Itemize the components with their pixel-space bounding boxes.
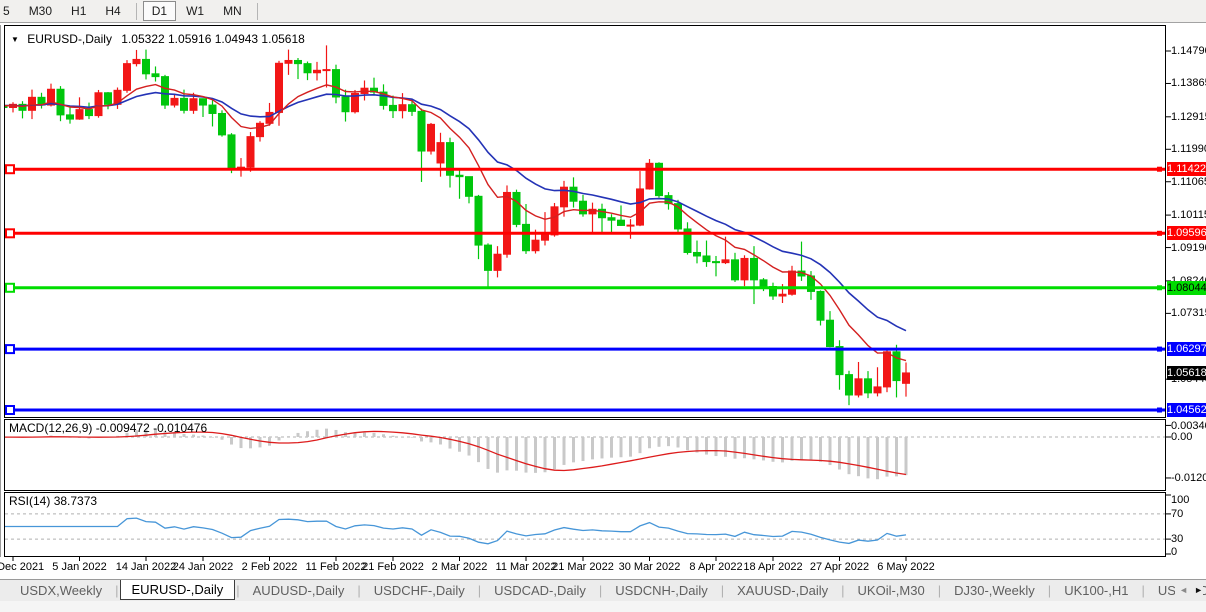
tab-separator: | bbox=[937, 583, 942, 598]
price-level-badge: 1.06297 bbox=[1167, 342, 1206, 357]
price-tick-label: 1.11065 bbox=[1171, 175, 1206, 188]
date-tick-label: 21 Mar 2022 bbox=[552, 561, 614, 573]
date-tick-label: 18 Apr 2022 bbox=[743, 561, 803, 573]
toolbar-separator bbox=[256, 2, 258, 20]
chart-title: ▼ EURUSD-,Daily 1.05322 1.05916 1.04943 … bbox=[11, 32, 305, 46]
date-tick-label: 8 Apr 2022 bbox=[689, 561, 743, 573]
price-chart-panel[interactable] bbox=[5, 26, 1165, 416]
date-tick-label: 14 Jan 2022 bbox=[115, 561, 177, 573]
tab-eurusd-daily[interactable]: EURUSD-,Daily bbox=[119, 580, 236, 600]
date-tick-label: 11 Feb 2022 bbox=[305, 561, 367, 573]
tab-usdcnh-daily[interactable]: USDCNH-,Daily bbox=[615, 583, 708, 598]
rsi-indicator-label: RSI(14) 38.7373 bbox=[9, 494, 98, 508]
tab-audusd-daily[interactable]: AUDUSD-,Daily bbox=[252, 583, 345, 598]
current-price-badge: 1.05618 bbox=[1167, 365, 1206, 380]
tab-scroll-right-icon[interactable]: ► bbox=[1194, 585, 1203, 595]
chart-dropdown-icon[interactable]: ▼ bbox=[11, 35, 19, 44]
timeframe-button-W1[interactable]: W1 bbox=[177, 1, 213, 21]
price-level-badge: 1.09596 bbox=[1167, 226, 1206, 241]
tab-separator: | bbox=[115, 583, 119, 598]
tab-scroll-arrows: ◄ ► bbox=[1175, 582, 1203, 598]
date-tick-label: 30 Mar 2022 bbox=[618, 561, 681, 573]
price-tick-label: 1.10115 bbox=[1171, 209, 1206, 222]
tab-separator: | bbox=[1141, 583, 1145, 598]
tab-ukoil-m30[interactable]: UKOil-,M30 bbox=[857, 583, 925, 598]
hline-handle-1.04562[interactable] bbox=[5, 405, 15, 415]
timeframe-button-D1[interactable]: D1 bbox=[142, 1, 177, 21]
tab-separator: | bbox=[357, 583, 361, 598]
date-tick-label: 6 May 2022 bbox=[877, 561, 935, 573]
status-strip bbox=[0, 601, 1206, 612]
date-tick-label: 5 Jan 2022 bbox=[52, 561, 107, 573]
macd-indicator-label: MACD(12,26,9) -0.009472 -0.010476 bbox=[9, 421, 208, 435]
rsi-tick-label: 30 bbox=[1171, 533, 1184, 546]
tab-usdx-weekly[interactable]: USDX,Weekly bbox=[20, 583, 103, 598]
price-tick-label: 1.14790 bbox=[1171, 44, 1206, 57]
timeframe-button-5[interactable]: 5 bbox=[0, 1, 19, 21]
timeframe-button-MN[interactable]: MN bbox=[214, 1, 251, 21]
macd-tick-label: -0.01205 bbox=[1171, 471, 1206, 484]
date-tick-label: 2 Mar 2022 bbox=[431, 561, 488, 573]
chart-symbol-period: EURUSD-,Daily bbox=[27, 32, 112, 46]
toolbar-separator bbox=[135, 2, 137, 20]
price-tick-label: 1.07315 bbox=[1171, 307, 1206, 320]
price-tick-label: 1.12915 bbox=[1171, 110, 1206, 123]
date-tick-label: 11 Mar 2022 bbox=[495, 561, 557, 573]
macd-tick-label: 0.00 bbox=[1171, 431, 1193, 443]
tab-dj30-weekly[interactable]: DJ30-,Weekly bbox=[954, 583, 1035, 598]
timeframe-button-H1[interactable]: H1 bbox=[62, 1, 95, 21]
tab-separator: | bbox=[720, 583, 725, 598]
price-level-badge: 1.08044 bbox=[1167, 280, 1206, 295]
timeframe-toolbar: 5 M30 H1 H4 D1 W1 MN bbox=[0, 0, 1206, 23]
macd-panel-layer bbox=[5, 428, 1165, 480]
date-tick-label: 2 Feb 2022 bbox=[241, 561, 298, 573]
tab-separator: | bbox=[841, 583, 845, 598]
timeframe-button-M30[interactable]: M30 bbox=[20, 1, 61, 21]
hline-handle-1.09596[interactable] bbox=[5, 228, 15, 239]
chart-ohlc-values: 1.05322 1.05916 1.04943 1.05618 bbox=[121, 32, 305, 46]
tab-separator: | bbox=[598, 583, 603, 598]
hline-handle-1.06297[interactable] bbox=[5, 344, 15, 355]
tab-usdchf-daily[interactable]: USDCHF-,Daily bbox=[373, 583, 465, 598]
rsi-tick-label: 0 bbox=[1171, 546, 1178, 558]
tab-separator: | bbox=[477, 583, 482, 598]
price-level-badge: 1.11422 bbox=[1167, 162, 1206, 177]
date-tick-label: 27 Dec 2021 bbox=[0, 561, 45, 573]
tab-usdcad-daily[interactable]: USDCAD-,Daily bbox=[494, 583, 586, 598]
hline-handle-1.08044[interactable] bbox=[5, 282, 15, 293]
date-tick-label: 21 Feb 2022 bbox=[362, 561, 424, 573]
rsi-tick-label: 100 bbox=[1171, 494, 1190, 506]
rsi-panel-layer bbox=[5, 513, 1165, 545]
tab-scroll-left-icon[interactable]: ◄ bbox=[1179, 585, 1189, 595]
chart-tab-bar: USDX,Weekly | EURUSD-,Daily | AUDUSD-,Daily |… bbox=[0, 579, 1206, 601]
rsi-panel[interactable] bbox=[5, 493, 1165, 555]
price-tick-label: 1.09190 bbox=[1171, 241, 1206, 254]
tab-uk100-h1[interactable]: UK100-,H1 bbox=[1064, 583, 1129, 598]
rsi-tick-label: 70 bbox=[1171, 507, 1184, 520]
date-tick-label: 27 Apr 2022 bbox=[809, 561, 870, 573]
tab-xauusd-daily[interactable]: XAUUSD-,Daily bbox=[737, 583, 829, 598]
tab-separator: | bbox=[1047, 583, 1052, 598]
date-tick-label: 24 Jan 2022 bbox=[172, 561, 234, 573]
tab-separator: | bbox=[236, 583, 240, 598]
hline-handle-1.11422[interactable] bbox=[5, 164, 15, 175]
price-tick-label: 1.13865 bbox=[1171, 77, 1206, 90]
price-panel-layer bbox=[5, 45, 1165, 415]
price-level-badge: 1.04562 bbox=[1167, 403, 1206, 417]
timeframe-button-H4[interactable]: H4 bbox=[96, 1, 129, 21]
macd-tick-label: 0.003408 bbox=[1171, 420, 1206, 432]
price-tick-label: 1.11990 bbox=[1171, 143, 1206, 156]
